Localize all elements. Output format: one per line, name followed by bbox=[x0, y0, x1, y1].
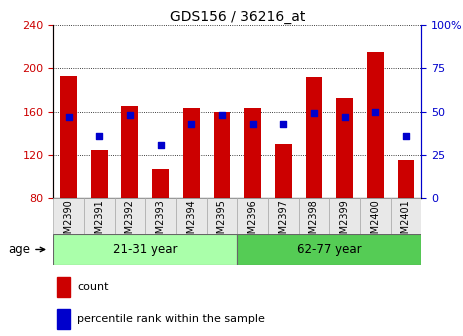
Bar bbox=[213, 112, 231, 198]
Bar bbox=[299, 198, 329, 234]
Point bbox=[280, 121, 287, 127]
Point bbox=[65, 114, 72, 120]
Point bbox=[95, 133, 103, 139]
Bar bbox=[60, 76, 77, 198]
Point bbox=[341, 114, 348, 120]
Bar bbox=[152, 169, 169, 198]
Point bbox=[372, 109, 379, 114]
Text: GSM2394: GSM2394 bbox=[186, 199, 196, 246]
Text: GSM2401: GSM2401 bbox=[401, 199, 411, 246]
Bar bbox=[57, 277, 70, 297]
Text: percentile rank within the sample: percentile rank within the sample bbox=[77, 314, 265, 324]
Bar bbox=[398, 160, 414, 198]
Text: GSM2390: GSM2390 bbox=[63, 199, 74, 246]
Bar bbox=[115, 198, 145, 234]
Bar bbox=[391, 198, 421, 234]
Point bbox=[402, 133, 410, 139]
Text: GSM2400: GSM2400 bbox=[370, 199, 380, 246]
Point bbox=[157, 142, 164, 147]
Point bbox=[126, 113, 134, 118]
Bar bbox=[238, 234, 421, 265]
Bar bbox=[268, 198, 299, 234]
Text: GSM2395: GSM2395 bbox=[217, 199, 227, 246]
Bar bbox=[176, 198, 206, 234]
Bar bbox=[329, 198, 360, 234]
Point bbox=[188, 121, 195, 127]
Text: GSM2397: GSM2397 bbox=[278, 199, 288, 246]
Title: GDS156 / 36216_at: GDS156 / 36216_at bbox=[169, 10, 305, 24]
Text: GSM2393: GSM2393 bbox=[156, 199, 166, 246]
Bar bbox=[84, 198, 115, 234]
Text: age: age bbox=[8, 243, 30, 256]
Bar bbox=[53, 198, 84, 234]
Point bbox=[249, 121, 257, 127]
Point bbox=[310, 111, 318, 116]
Text: 62-77 year: 62-77 year bbox=[297, 243, 362, 256]
Bar bbox=[121, 106, 138, 198]
Bar bbox=[57, 309, 70, 329]
Bar bbox=[306, 77, 322, 198]
Bar bbox=[238, 198, 268, 234]
Text: GSM2399: GSM2399 bbox=[340, 199, 350, 246]
Text: count: count bbox=[77, 282, 109, 292]
Bar bbox=[145, 198, 176, 234]
Text: GSM2392: GSM2392 bbox=[125, 199, 135, 246]
Bar bbox=[91, 150, 108, 198]
Bar bbox=[53, 234, 238, 265]
Text: GSM2398: GSM2398 bbox=[309, 199, 319, 246]
Bar bbox=[336, 98, 353, 198]
Bar bbox=[206, 198, 238, 234]
Bar bbox=[360, 198, 391, 234]
Bar bbox=[367, 52, 384, 198]
Text: 21-31 year: 21-31 year bbox=[113, 243, 177, 256]
Bar bbox=[183, 109, 200, 198]
Text: GSM2391: GSM2391 bbox=[94, 199, 104, 246]
Bar bbox=[275, 144, 292, 198]
Text: GSM2396: GSM2396 bbox=[248, 199, 257, 246]
Bar bbox=[244, 109, 261, 198]
Point bbox=[218, 113, 225, 118]
